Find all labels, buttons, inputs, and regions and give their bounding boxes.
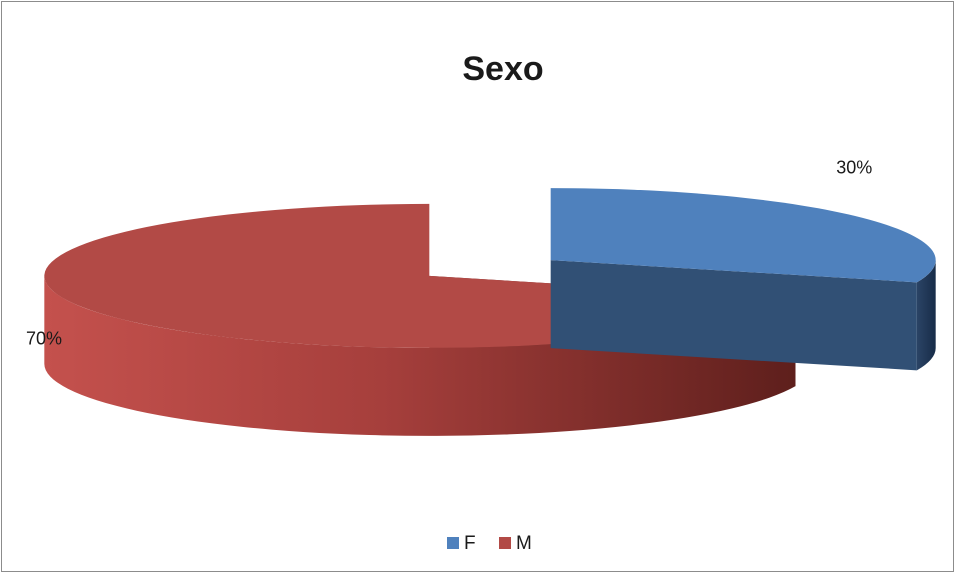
slice-f-side: [916, 260, 936, 371]
pie-slices: [44, 188, 936, 436]
slice-f: [550, 188, 936, 371]
legend-swatch-m: [499, 537, 511, 549]
legend-label-m: M: [516, 533, 532, 554]
data-label-m: 70%: [26, 329, 62, 349]
legend-swatch-f: [447, 537, 459, 549]
slice-f-top: [550, 188, 936, 283]
data-label-f: 30%: [836, 158, 872, 178]
slice-m-side: [44, 275, 796, 436]
slice-f-wall-end: [550, 260, 917, 371]
data-labels: 30% 70%: [26, 158, 872, 349]
chart-title: Sexo: [462, 50, 543, 88]
legend-label-f: F: [464, 533, 476, 554]
